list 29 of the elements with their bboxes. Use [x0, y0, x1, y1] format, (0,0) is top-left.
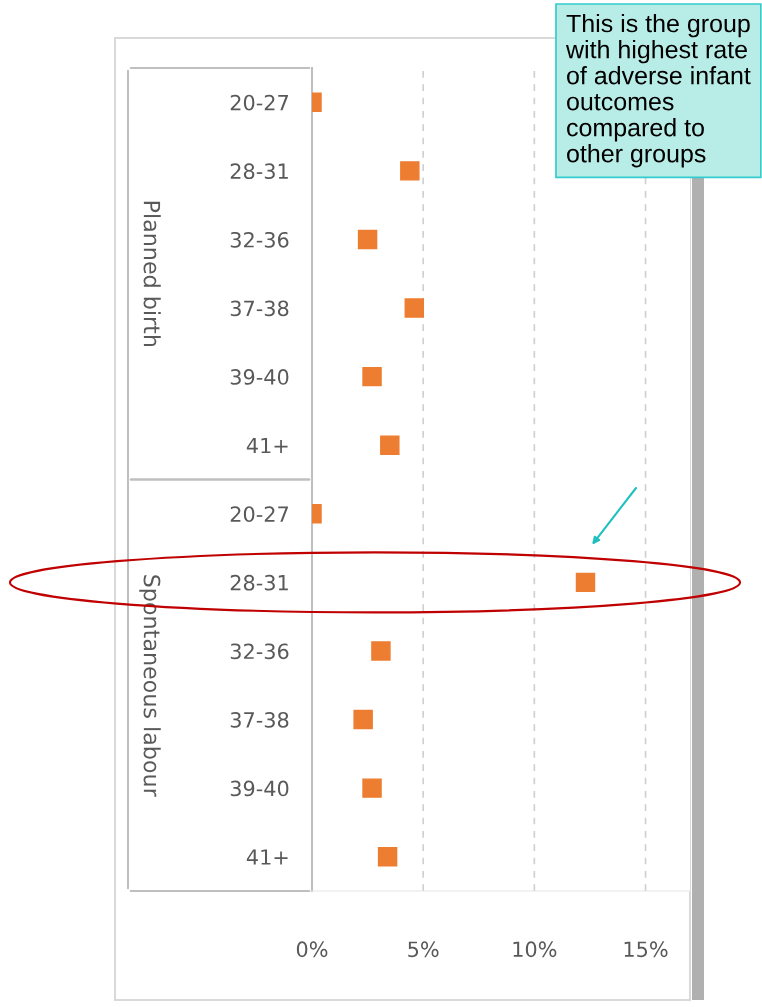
y-tick-label: 37-38: [230, 711, 289, 728]
point: [377, 846, 398, 867]
point: [400, 161, 420, 181]
point: [362, 366, 382, 387]
y-tick-label: 28-31: [230, 574, 288, 591]
y-tick-label: 41+: [246, 437, 288, 454]
point: [371, 641, 391, 661]
point: [353, 709, 373, 730]
y-tick-label: 32-36: [230, 643, 289, 660]
point: [404, 298, 425, 318]
y-tick-label: 20-27: [230, 94, 288, 111]
text: Spontaneous labour: [139, 575, 161, 797]
y-tick-label: 32-36: [230, 231, 289, 248]
y-tick-label: 39-40: [230, 780, 289, 797]
point: [380, 435, 400, 455]
y-tick-label: 39-40: [230, 369, 289, 385]
point: [575, 572, 596, 593]
point: [362, 778, 382, 798]
x-tick-label: 5%: [408, 941, 439, 958]
x-tick-label: 0%: [296, 941, 328, 958]
y-tick-label: 37-38: [230, 300, 289, 317]
text: Planned birth: [143, 201, 161, 347]
point: [357, 229, 378, 250]
x-tick-label: 15%: [624, 941, 668, 958]
y-tick-label: 41+: [246, 849, 288, 865]
annotation: This is the group with highest rate of adverse infant outcomes compared to other groups: [565, 14, 751, 168]
y-tick-label: 20-27: [230, 506, 288, 522]
x-tick-label: 10%: [513, 941, 557, 958]
y-tick-label: 28-31: [230, 163, 288, 180]
